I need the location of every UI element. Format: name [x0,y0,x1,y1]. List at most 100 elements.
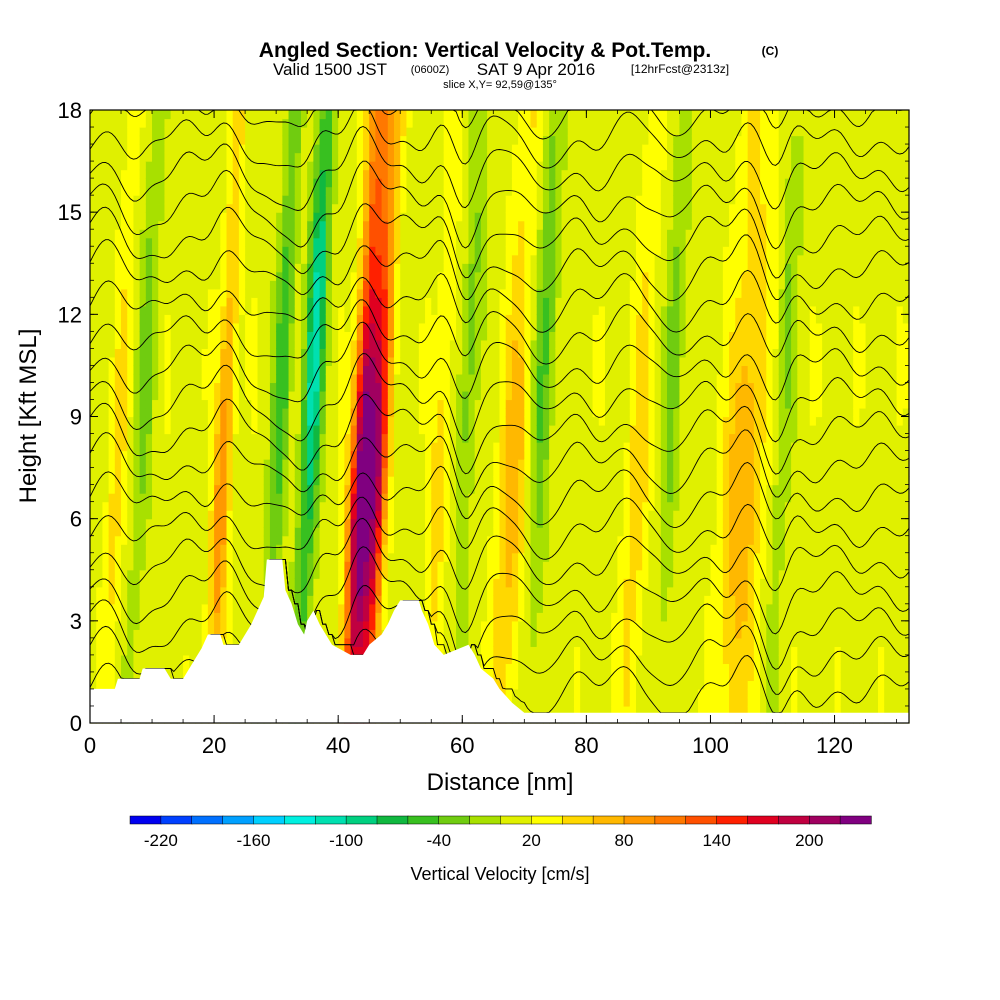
velocity-cell [449,459,457,469]
velocity-cell [220,237,228,247]
velocity-cell [480,450,488,460]
velocity-cell [518,620,525,630]
velocity-cell [418,407,426,418]
velocity-cell [121,280,128,290]
velocity-cell [251,186,259,196]
velocity-cell [400,535,408,545]
velocity-cell [449,620,457,630]
velocity-cell [338,237,345,247]
velocity-cell [456,331,463,341]
velocity-cell [102,620,110,630]
velocity-cell [90,178,97,188]
velocity-cell [418,459,426,469]
velocity-cell [375,271,383,281]
velocity-cell [369,263,377,273]
velocity-cell [245,127,252,137]
velocity-cell [511,356,519,367]
velocity-cell [294,425,302,435]
velocity-cell [499,654,507,665]
velocity-cell [276,390,283,401]
velocity-cell [102,271,110,281]
velocity-cell [108,161,116,171]
velocity-cell [90,629,97,639]
velocity-cell [251,331,259,341]
velocity-cell [300,569,308,579]
velocity-cell [108,620,116,630]
velocity-cell [139,348,147,358]
velocity-cell [369,135,377,145]
velocity-cell [487,663,494,673]
velocity-cell [195,339,203,349]
velocity-cell [350,280,358,290]
velocity-cell [164,110,172,120]
velocity-cell [449,203,457,213]
velocity-cell [152,237,159,247]
velocity-cell [307,297,314,307]
velocity-cell [431,195,439,205]
velocity-cell [158,637,166,647]
velocity-cell [400,161,408,171]
velocity-cell [96,535,104,545]
velocity-cell [214,629,221,639]
velocity-cell [96,186,104,196]
velocity-cell [288,425,296,435]
velocity-cell [294,527,302,537]
velocity-cell [121,254,128,264]
velocity-cell [387,169,395,179]
velocity-cell [449,603,457,613]
velocity-cell [139,399,147,409]
velocity-cell [164,646,172,656]
velocity-cell [145,212,153,222]
velocity-cell [139,127,147,137]
velocity-cell [387,459,395,469]
velocity-cell [443,407,451,418]
velocity-cell [356,510,364,520]
velocity-cell [418,493,426,503]
velocity-cell [189,467,197,477]
velocity-cell [468,331,476,341]
velocity-cell [288,476,296,486]
velocity-cell [462,399,470,409]
velocity-cell [387,348,395,358]
velocity-cell [462,229,470,239]
velocity-cell [170,629,178,639]
velocity-cell [294,195,302,205]
velocity-cell [480,110,488,120]
velocity-cell [474,339,482,349]
velocity-cell [480,356,488,367]
velocity-cell [176,416,184,426]
velocity-cell [487,220,494,230]
velocity-cell [511,169,519,179]
velocity-cell [474,271,482,281]
velocity-cell [344,586,352,596]
velocity-cell [263,297,271,307]
velocity-cell [139,110,147,120]
velocity-cell [375,220,383,230]
velocity-cell [226,595,234,605]
velocity-cell [232,399,240,409]
velocity-cell [313,161,321,171]
velocity-cell [282,459,290,469]
velocity-cell [214,373,221,384]
velocity-cell [189,518,197,528]
velocity-cell [480,263,488,273]
velocity-cell [406,322,414,332]
velocity-cell [152,544,159,554]
velocity-cell [189,629,197,639]
velocity-cell [369,237,377,247]
velocity-cell [232,246,240,256]
velocity-cell [294,561,302,571]
velocity-cell [325,246,333,256]
velocity-cell [412,305,420,315]
velocity-cell [468,433,476,443]
velocity-cell [96,322,104,332]
velocity-cell [170,356,178,367]
velocity-cell [176,203,184,213]
velocity-cell [462,433,470,443]
velocity-cell [207,416,215,426]
velocity-cell [121,288,128,298]
velocity-cell [226,288,234,298]
velocity-cell [164,535,172,545]
velocity-cell [474,263,482,273]
velocity-cell [462,382,470,392]
